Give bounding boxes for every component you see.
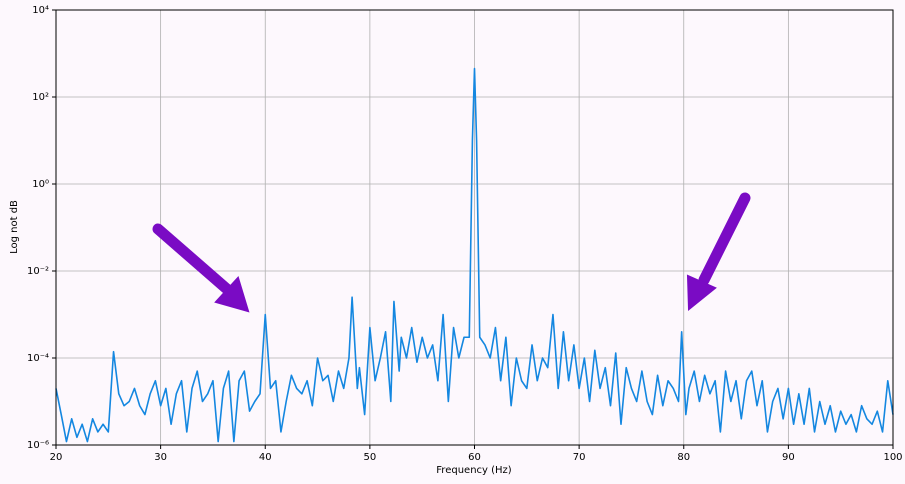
x-axis-label: Frequency (Hz) — [436, 465, 512, 476]
y-tick-label: 10⁻⁴ — [27, 353, 49, 364]
arrow-head — [686, 274, 717, 312]
y-tick-label: 10⁰ — [32, 179, 49, 190]
arrow-shaft — [698, 192, 751, 286]
y-tick-label: 10² — [32, 92, 49, 103]
arrow-shaft — [152, 223, 234, 296]
arrow — [152, 223, 250, 313]
x-tick-label: 90 — [782, 452, 795, 463]
y-tick-label: 10⁴ — [32, 5, 49, 16]
y-tick-label: 10⁻² — [27, 266, 49, 277]
x-tick-label: 50 — [364, 452, 377, 463]
x-tick-label: 40 — [259, 452, 272, 463]
x-tick-label: 70 — [573, 452, 586, 463]
x-tick-label: 30 — [154, 452, 167, 463]
x-tick-label: 60 — [468, 452, 481, 463]
series — [55, 67, 894, 443]
arrow — [686, 192, 751, 312]
y-axis-label: Log not dB — [9, 200, 20, 254]
x-tick-label: 100 — [883, 452, 902, 463]
x-tick-label: 20 — [50, 452, 63, 463]
y-tick-label: 10⁻⁶ — [27, 440, 49, 451]
arrow-head — [214, 276, 250, 313]
x-tick-label: 80 — [677, 452, 690, 463]
spectrum-line — [55, 67, 894, 443]
